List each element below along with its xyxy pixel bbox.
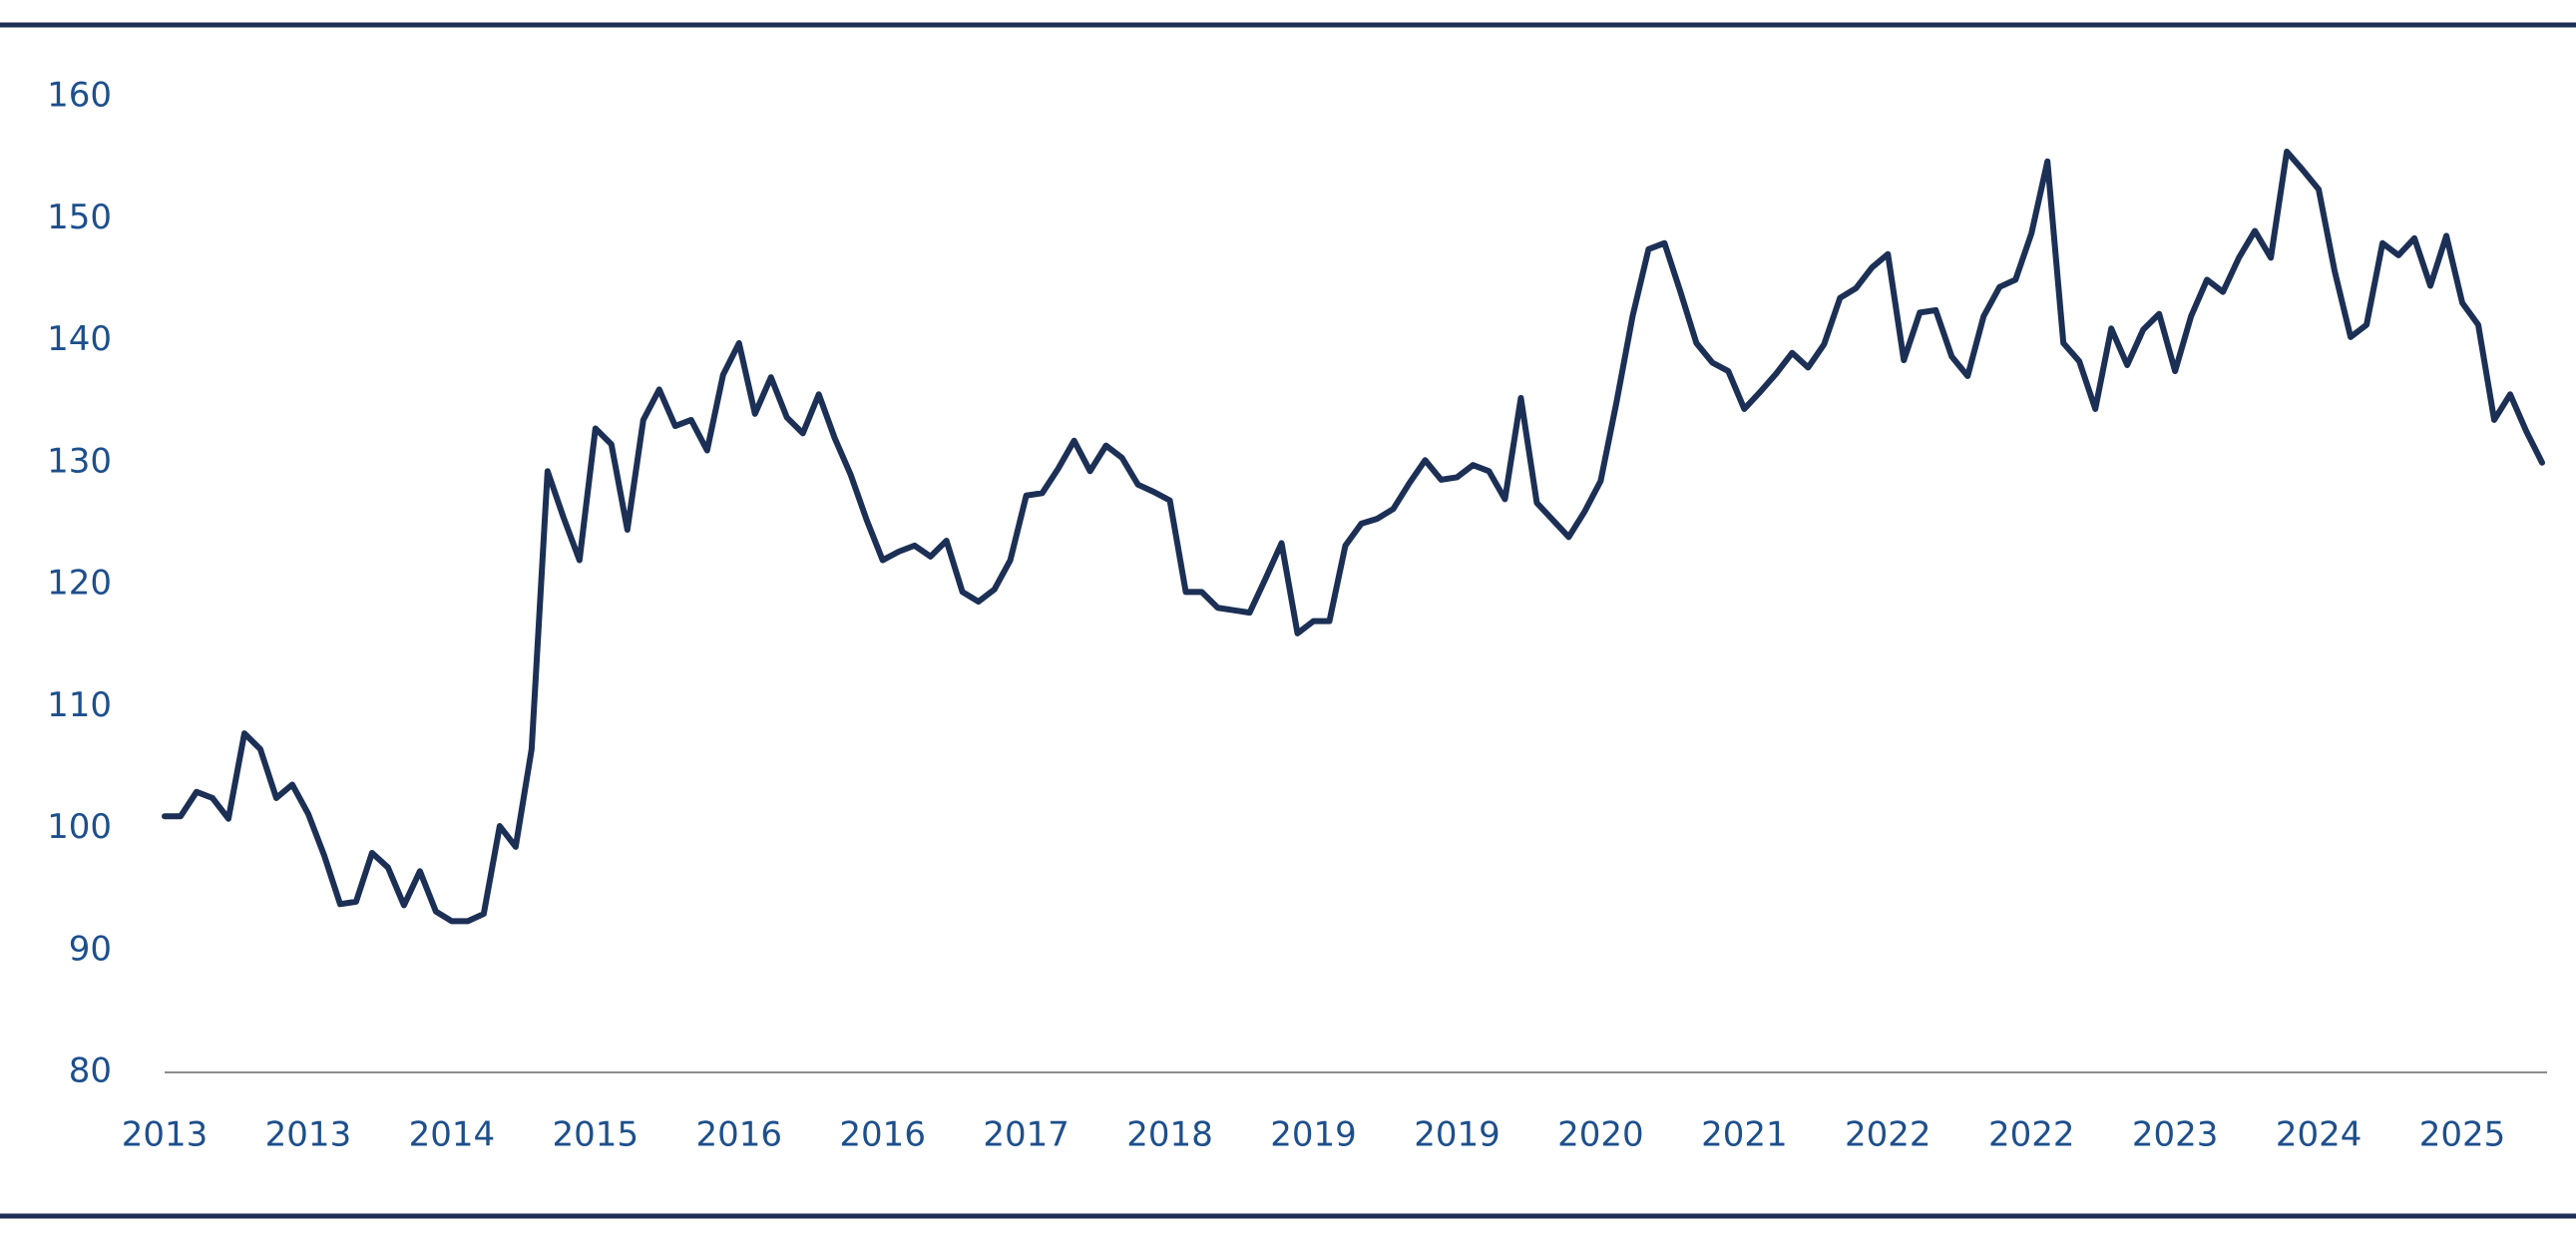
y-tick-label: 150	[47, 198, 112, 237]
x-tick-label: 2021	[1701, 1115, 1788, 1155]
x-tick-label: 2018	[1126, 1115, 1213, 1155]
x-tick-label: 2019	[1414, 1115, 1501, 1155]
y-tick-label: 80	[69, 1051, 112, 1091]
x-tick-label: 2022	[1988, 1115, 2075, 1155]
x-tick-label: 2022	[1845, 1115, 1932, 1155]
x-tick-label: 2015	[553, 1115, 640, 1155]
x-tick-label: 2017	[983, 1115, 1070, 1155]
y-tick-label: 160	[47, 76, 112, 116]
y-tick-label: 90	[69, 929, 112, 969]
x-tick-label: 2019	[1270, 1115, 1357, 1155]
y-tick-label: 110	[47, 685, 112, 725]
x-tick-label: 2020	[1557, 1115, 1644, 1155]
x-tick-label: 2023	[2132, 1115, 2219, 1155]
x-tick-label: 2014	[409, 1115, 496, 1155]
x-tick-label: 2013	[122, 1115, 209, 1155]
x-tick-label: 2016	[839, 1115, 926, 1155]
y-tick-label: 130	[47, 441, 112, 481]
x-tick-label: 2016	[695, 1115, 782, 1155]
line	[162, 149, 2545, 925]
y-tick-label: 120	[47, 564, 112, 604]
y-tick-label: 100	[47, 807, 112, 847]
y-tick-label: 140	[47, 319, 112, 359]
x-tick-label: 2024	[2276, 1115, 2362, 1155]
x-tick-label: 2025	[2419, 1115, 2506, 1155]
x-tick-label: 2013	[265, 1115, 352, 1155]
